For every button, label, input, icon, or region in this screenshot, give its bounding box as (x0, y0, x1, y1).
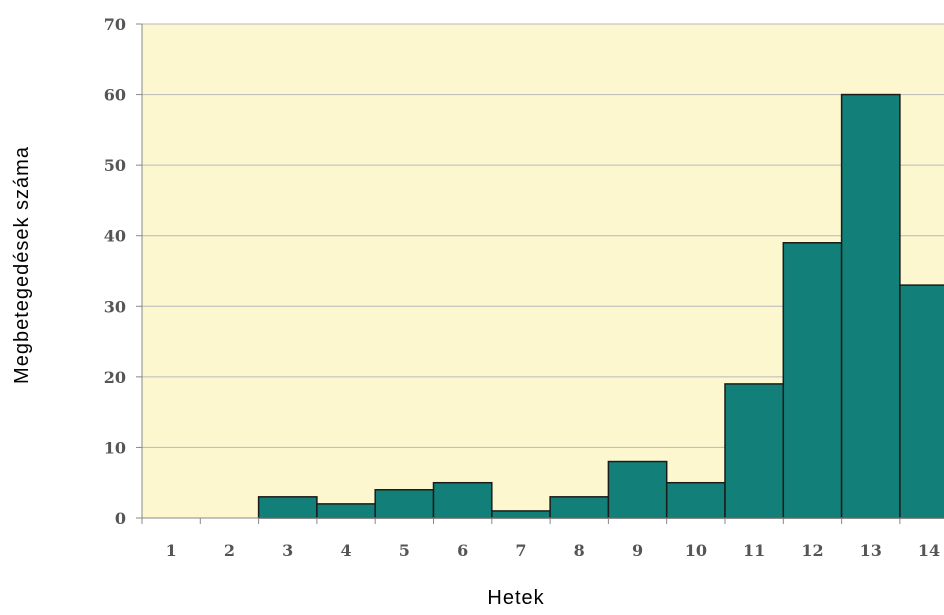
bar-week-8 (549, 496, 610, 519)
y-tick-label: 10 (104, 438, 126, 457)
x-tick-label: 10 (685, 541, 707, 560)
x-tick-label: 4 (340, 541, 351, 560)
y-tick-label: 70 (104, 15, 126, 34)
x-tick-label: 8 (574, 541, 585, 560)
bar-week-6 (432, 481, 493, 519)
bar-week-7 (491, 510, 551, 519)
x-tick-label: 9 (632, 541, 643, 560)
y-tick-label: 0 (115, 509, 126, 528)
x-tick-label: 3 (282, 541, 293, 560)
bar-week-11 (724, 383, 785, 519)
y-axis-ticks: 0 10 20 30 40 50 60 70 (104, 15, 142, 528)
bar-week-3 (257, 496, 318, 519)
x-tick-label: 5 (399, 541, 410, 560)
bar-week-14 (899, 284, 944, 519)
x-axis-title: Hetek (487, 587, 544, 609)
bar-week-5 (374, 489, 435, 519)
bar-week-12 (782, 242, 843, 519)
bar-week-13 (840, 93, 901, 519)
x-tick-label: 2 (224, 541, 235, 560)
y-tick-label: 20 (104, 368, 126, 387)
x-tick-label: 11 (743, 541, 765, 560)
x-tick-label: 12 (801, 541, 823, 560)
y-tick-label: 60 (104, 86, 126, 105)
bar-week-9 (607, 460, 668, 519)
y-tick-label: 50 (104, 156, 126, 175)
y-axis-title: Megbetegedések száma (11, 146, 33, 384)
bar-week-4 (316, 503, 376, 519)
x-tick-label: 1 (166, 541, 177, 560)
y-tick-label: 30 (104, 297, 126, 316)
gridlines (142, 23, 944, 448)
y-tick-label: 40 (104, 227, 126, 246)
x-axis-ticks: 1 2 3 4 5 6 7 8 9 10 11 12 13 14 (141, 518, 940, 560)
x-tick-label: 14 (918, 541, 940, 560)
bar-week-10 (665, 481, 726, 519)
x-tick-label: 6 (457, 541, 468, 560)
x-tick-label: 13 (860, 541, 882, 560)
x-tick-label: 7 (515, 541, 526, 560)
bars (257, 93, 944, 519)
